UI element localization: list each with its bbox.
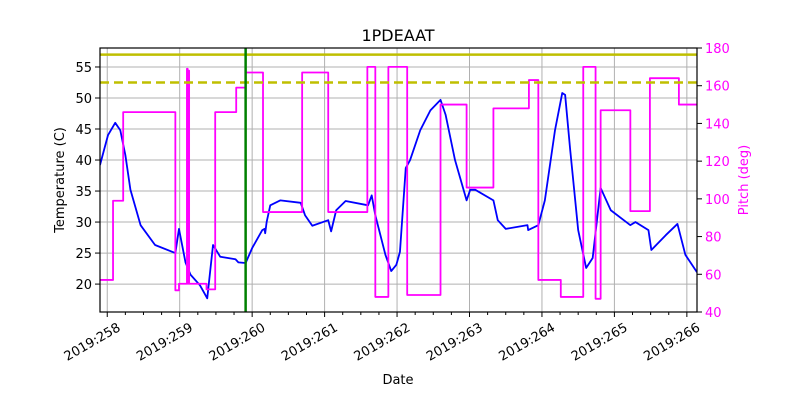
- y-tick-label: 30: [75, 216, 92, 231]
- x-tick-label: 2019:258: [62, 320, 123, 364]
- y2-tick-label: 120: [705, 155, 730, 170]
- y-tick-label: 35: [75, 185, 92, 200]
- y2-axis-label: Pitch (deg): [737, 145, 752, 215]
- x-tick-label: 2019:266: [641, 320, 702, 364]
- plot-frame: [99, 47, 698, 313]
- y-tick-label: 55: [75, 61, 92, 76]
- x-tick-label: 2019:262: [352, 320, 413, 364]
- x-tick-label: 2019:265: [569, 320, 630, 364]
- y-tick-label: 50: [75, 92, 92, 107]
- y-axis-label: Temperature (C): [53, 127, 68, 234]
- x-tick-label: 2019:259: [134, 320, 195, 364]
- x-tick-label: 2019:260: [207, 320, 268, 364]
- y-tick-label: 25: [75, 247, 92, 262]
- y2-tick-label: 160: [705, 80, 730, 95]
- y-tick-label: 20: [75, 278, 92, 293]
- series-group: [100, 48, 697, 312]
- chart-title: 1PDEAAT: [361, 26, 434, 45]
- pitch-series-line: [100, 65, 697, 300]
- x-tick-label: 2019:264: [497, 320, 558, 364]
- x-axis-label: Date: [382, 373, 413, 388]
- y2-tick-label: 80: [705, 231, 722, 246]
- y-tick-label: 45: [75, 123, 92, 138]
- y2-tick-label: 140: [705, 117, 730, 132]
- x-tick-label: 2019:263: [424, 320, 485, 364]
- plot-area: [100, 48, 697, 312]
- y2-tick-label: 60: [705, 268, 722, 283]
- y2-tick-label: 40: [705, 306, 722, 321]
- x-tick-label: 2019:261: [279, 320, 340, 364]
- y2-tick-label: 180: [705, 42, 730, 57]
- y-tick-label: 40: [75, 154, 92, 169]
- y2-tick-label: 100: [705, 193, 730, 208]
